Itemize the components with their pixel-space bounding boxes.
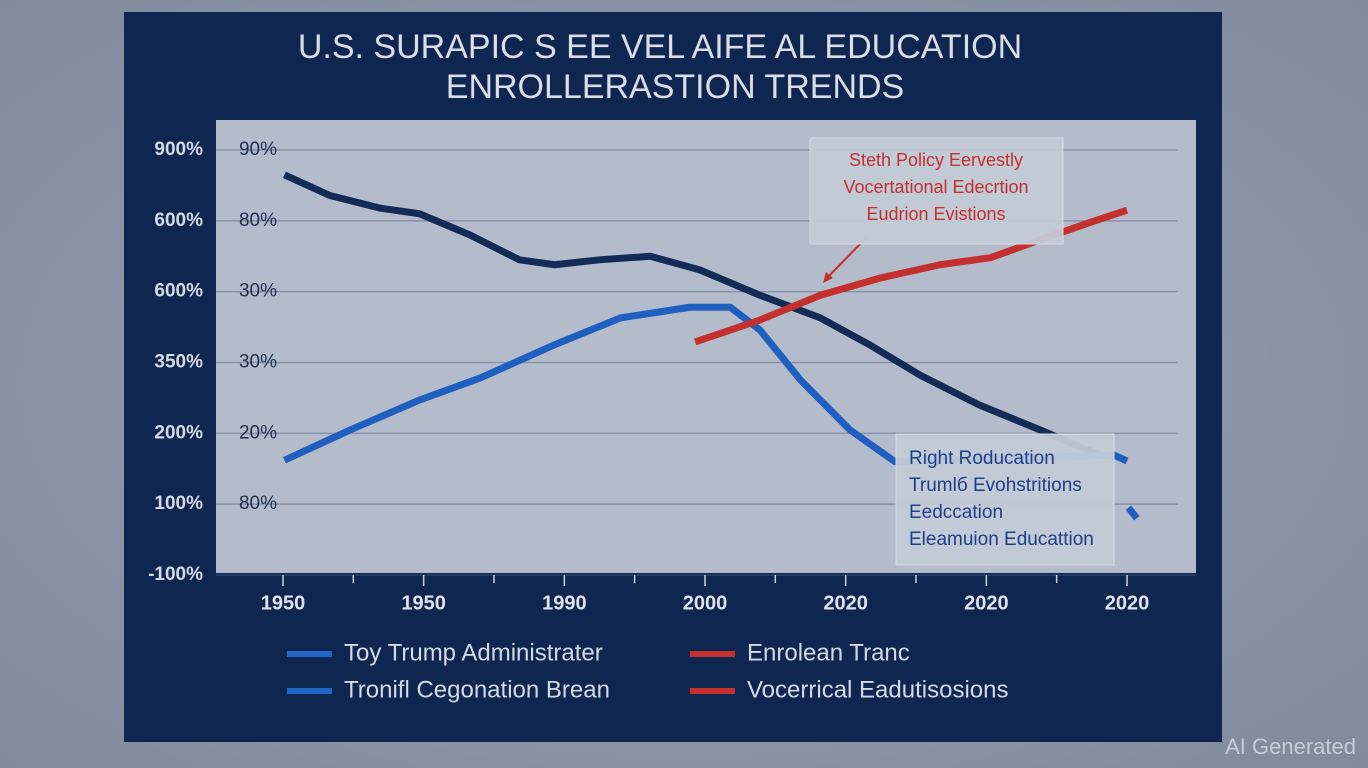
series-line xyxy=(1125,505,1140,521)
x-tick-label: 2020 xyxy=(964,592,1009,614)
legend-label: Toy Trump Administrater xyxy=(344,639,603,666)
y-tick-label: 600% xyxy=(154,281,203,302)
annotation-text: Eudrion Evistions xyxy=(866,204,1005,224)
annotation-box xyxy=(809,137,1064,245)
y-tick-label-inner: 20% xyxy=(239,422,277,443)
x-tick-label: 1990 xyxy=(542,592,587,614)
legend-label: Enrolean Tranc xyxy=(747,639,910,666)
x-tick-label: 1950 xyxy=(261,592,306,614)
x-tick-label: 2020 xyxy=(1105,592,1150,614)
x-tick-label: 1950 xyxy=(401,592,446,614)
x-tick-label: 2000 xyxy=(683,592,728,614)
y-tick-label: 200% xyxy=(154,422,203,443)
y-tick-label-inner: 30% xyxy=(239,281,277,302)
series-line xyxy=(282,303,1129,466)
annotation-text: Eedccation xyxy=(909,502,1003,523)
y-tick-label-inner: 80% xyxy=(239,493,277,514)
annotation-text: Vocertational Edecrtion xyxy=(843,177,1028,197)
chart-title: U.S. SURAPIC S EE VEL AIFE AL EDUCATION xyxy=(298,28,1022,66)
watermark: AI Generated xyxy=(1225,734,1356,759)
y-tick-label: 600% xyxy=(154,210,203,231)
chart-title: ENROLLERASTION TRENDS xyxy=(446,68,904,106)
annotation-arrowhead xyxy=(823,272,833,283)
annotation-text: Eleamuion Educattion xyxy=(909,529,1094,550)
y-tick-label-inner: 80% xyxy=(239,210,277,231)
annotation-arrow xyxy=(825,237,867,280)
legend-label: Vocerrical Eadutisosions xyxy=(747,676,1008,703)
y-tick-label: 900% xyxy=(154,139,203,160)
y-tick-label-inner: 90% xyxy=(239,139,277,160)
y-tick-label: 350% xyxy=(154,352,203,373)
y-tick-label: 100% xyxy=(154,493,203,514)
annotation-text: Trumlб Evohstritions xyxy=(909,475,1082,496)
y-tick-label-inner: 30% xyxy=(239,352,277,373)
annotation-text: Right Roducation xyxy=(909,448,1055,469)
series-line xyxy=(694,206,1129,346)
annotation-box xyxy=(895,433,1115,566)
annotation-text: Steth Policy Eervestly xyxy=(849,150,1023,170)
series-line xyxy=(282,171,1102,459)
y-tick-label: -100% xyxy=(148,564,203,585)
legend-label: Tronifl Cegonation Brean xyxy=(344,676,610,703)
x-tick-label: 2020 xyxy=(823,592,868,614)
